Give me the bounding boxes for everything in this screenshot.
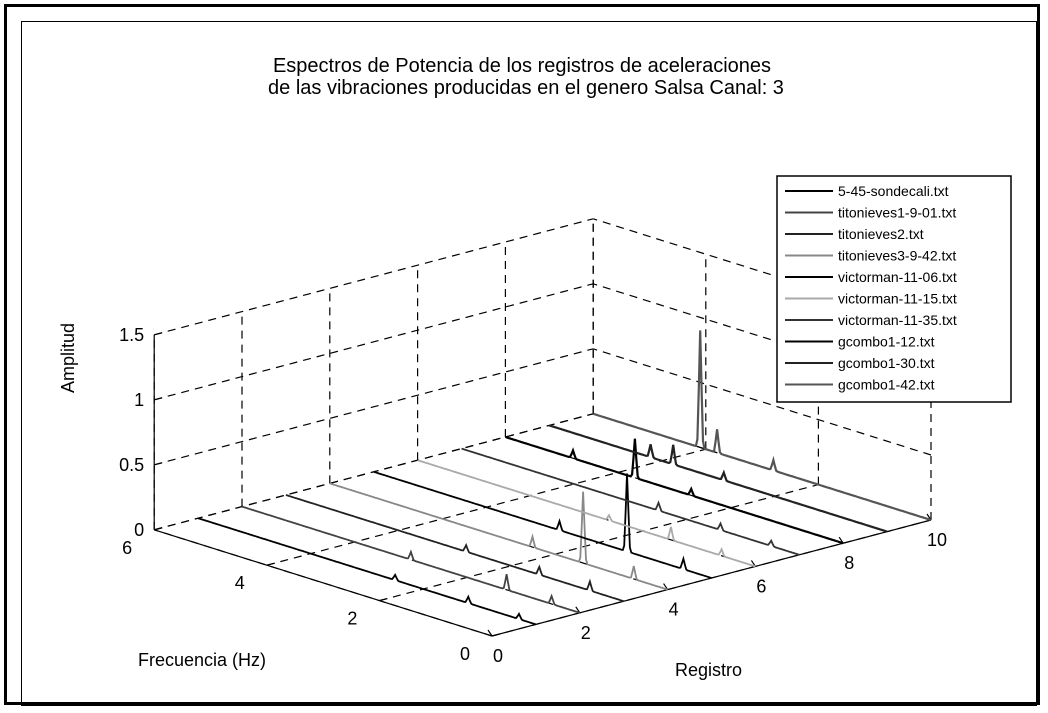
spectrum-trace-1 <box>197 517 537 626</box>
chart-legend: 5-45-sondecali.txt titonieves1-9-01.txt ti… <box>776 175 1012 403</box>
legend-label-4: titonieves3-9-42.txt <box>838 248 956 264</box>
figure-frame <box>4 4 1040 706</box>
frecuencia-tick-mark <box>266 562 275 566</box>
spectrum-trace-9 <box>548 424 888 533</box>
registro-tick-label: 0 <box>493 646 503 666</box>
registro-tick-label: 8 <box>844 553 854 573</box>
frecuencia-tick-label: 0 <box>460 644 470 664</box>
legend-label-10: gcombo1-42.txt <box>838 377 935 393</box>
gridline-side-amplitud <box>593 348 932 456</box>
chart-title-line-1: Espectros de Potencia de los registros d… <box>273 55 771 77</box>
amplitud-tick-label: 0.5 <box>119 455 144 475</box>
legend-box <box>776 175 1012 403</box>
legend-label-2: titonieves1-9-01.txt <box>838 205 956 221</box>
registro-tick-label: 2 <box>581 623 591 643</box>
legend-label-6: victorman-11-15.txt <box>838 291 957 307</box>
amplitud-tick-mark <box>154 332 163 336</box>
frecuencia-tick-mark <box>154 527 163 531</box>
chart-title-line-2: de las vibraciones producidas en el gene… <box>268 77 784 99</box>
z-axis-label: Amplitud <box>58 323 78 393</box>
spectrum-trace-10 <box>592 330 932 522</box>
figure-inner-frame <box>21 21 1037 706</box>
spectrum-trace-2 <box>241 505 581 614</box>
legend-label-9: gcombo1-30.txt <box>838 355 935 371</box>
registro-tick-mark <box>487 629 493 637</box>
gridline-back-amplitud <box>154 218 594 336</box>
amplitud-tick-mark <box>154 462 163 466</box>
frecuencia-tick-label: 4 <box>235 573 245 593</box>
amplitud-tick-label: 1.5 <box>119 325 144 345</box>
spectrum-trace-4 <box>329 482 668 591</box>
amplitud-tick-label: 0 <box>134 520 144 540</box>
gridline-back-amplitud <box>154 348 594 466</box>
amplitud-tick-label: 1 <box>134 390 144 410</box>
frecuencia-tick-mark <box>379 598 388 602</box>
spectrum-trace-5 <box>373 470 712 579</box>
legend-label-1: 5-45-sondecali.txt <box>838 183 949 199</box>
frecuencia-tick-label: 6 <box>122 538 132 558</box>
registro-tick-label: 6 <box>756 576 766 596</box>
chart-series <box>197 330 932 626</box>
y-axis-label: Registro <box>675 660 742 680</box>
spectrum-trace-3 <box>285 494 624 603</box>
legend-label-3: titonieves2.txt <box>838 226 924 242</box>
spectrum-trace-7 <box>461 447 800 556</box>
registro-tick-label: 10 <box>927 530 947 550</box>
legend-label-8: gcombo1-12.txt <box>838 334 935 350</box>
frecuencia-tick-label: 2 <box>347 609 357 629</box>
x-axis-label: Frecuencia (Hz) <box>138 650 266 670</box>
amplitud-tick-mark <box>154 397 163 401</box>
spectrum-trace-6 <box>417 459 756 568</box>
legend-label-5: victorman-11-06.txt <box>838 269 957 285</box>
frecuencia-tick-mark <box>491 633 501 637</box>
spectrum-trace-8 <box>505 435 844 545</box>
registro-tick-label: 4 <box>669 600 679 620</box>
legend-label-7: victorman-11-35.txt <box>838 312 957 328</box>
frecuencia-axis-line <box>154 529 493 637</box>
gridline-back-amplitud <box>154 283 594 401</box>
